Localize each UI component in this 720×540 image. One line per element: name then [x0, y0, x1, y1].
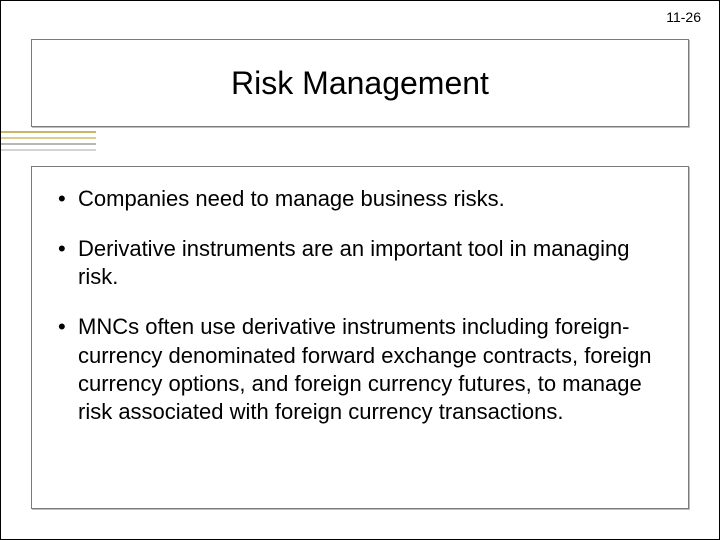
title-box: Risk Management — [31, 39, 689, 127]
slide-container: 11-26 Risk Management Companies need to … — [0, 0, 720, 540]
accent-line — [1, 131, 96, 133]
accent-line — [1, 137, 96, 139]
accent-line — [1, 149, 96, 151]
content-box: Companies need to manage business risks.… — [31, 166, 689, 509]
accent-line — [1, 143, 96, 145]
bullet-list: Companies need to manage business risks.… — [56, 185, 668, 426]
bullet-item: Derivative instruments are an important … — [56, 235, 668, 291]
slide-title: Risk Management — [231, 65, 489, 102]
accent-lines — [1, 131, 96, 155]
bullet-item: Companies need to manage business risks. — [56, 185, 668, 213]
bullet-item: MNCs often use derivative instruments in… — [56, 313, 668, 426]
page-number: 11-26 — [666, 9, 701, 25]
